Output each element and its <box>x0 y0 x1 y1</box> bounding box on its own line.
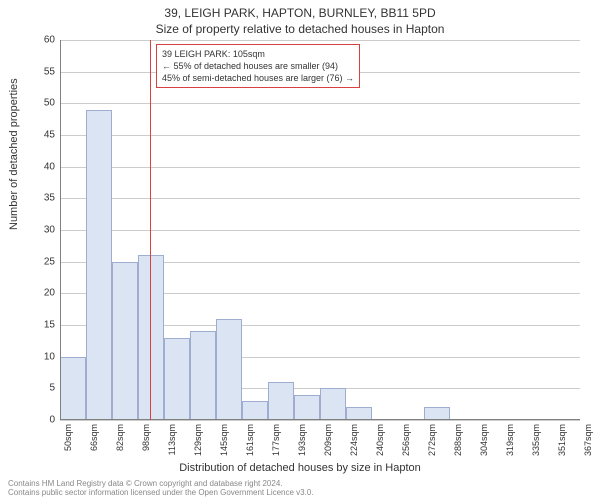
y-tick-label: 5 <box>25 383 55 394</box>
gridline <box>60 198 580 199</box>
annotation-line3: 45% of semi-detached houses are larger (… <box>162 72 354 84</box>
gridline <box>60 40 580 41</box>
gridline <box>60 103 580 104</box>
x-tick-label: 113sqm <box>167 424 177 464</box>
x-tick-label: 98sqm <box>141 424 151 464</box>
footer-attribution: Contains HM Land Registry data © Crown c… <box>8 479 314 498</box>
histogram-bar <box>164 338 190 420</box>
x-axis-label: Distribution of detached houses by size … <box>0 462 600 474</box>
x-tick-label: 224sqm <box>349 424 359 464</box>
y-tick-label: 50 <box>25 98 55 109</box>
gridline <box>60 230 580 231</box>
y-tick-label: 35 <box>25 193 55 204</box>
x-tick-label: 367sqm <box>583 424 593 464</box>
footer-line2: Contains public sector information licen… <box>8 488 314 498</box>
chart-title-line2: Size of property relative to detached ho… <box>0 22 600 36</box>
y-axis-line <box>60 40 61 420</box>
histogram-bar <box>138 255 164 420</box>
x-tick-label: 161sqm <box>245 424 255 464</box>
annotation-line1: 39 LEIGH PARK: 105sqm <box>162 48 354 60</box>
x-tick-label: 319sqm <box>505 424 515 464</box>
x-tick-label: 145sqm <box>219 424 229 464</box>
footer-line1: Contains HM Land Registry data © Crown c… <box>8 479 314 489</box>
histogram-bar <box>294 395 320 420</box>
y-tick-label: 40 <box>25 161 55 172</box>
chart-container: 39, LEIGH PARK, HAPTON, BURNLEY, BB11 5P… <box>0 0 600 500</box>
x-tick-label: 193sqm <box>297 424 307 464</box>
x-tick-label: 256sqm <box>401 424 411 464</box>
y-tick-label: 30 <box>25 225 55 236</box>
x-tick-label: 240sqm <box>375 424 385 464</box>
x-tick-label: 335sqm <box>531 424 541 464</box>
chart-title-line1: 39, LEIGH PARK, HAPTON, BURNLEY, BB11 5P… <box>0 6 600 20</box>
x-axis-line <box>60 419 580 420</box>
histogram-bar <box>86 110 112 420</box>
gridline <box>60 420 580 421</box>
histogram-bar <box>320 388 346 420</box>
y-tick-label: 60 <box>25 35 55 46</box>
histogram-bar <box>268 382 294 420</box>
y-tick-label: 25 <box>25 256 55 267</box>
x-tick-label: 209sqm <box>323 424 333 464</box>
y-axis-label: Number of detached properties <box>8 78 20 230</box>
y-tick-label: 10 <box>25 351 55 362</box>
histogram-bar <box>112 262 138 420</box>
histogram-bar <box>190 331 216 420</box>
x-tick-label: 129sqm <box>193 424 203 464</box>
x-tick-label: 304sqm <box>479 424 489 464</box>
annotation-line2: ← 55% of detached houses are smaller (94… <box>162 60 354 72</box>
y-tick-label: 15 <box>25 320 55 331</box>
x-tick-label: 82sqm <box>115 424 125 464</box>
x-tick-label: 272sqm <box>427 424 437 464</box>
x-tick-label: 66sqm <box>89 424 99 464</box>
histogram-bar <box>60 357 86 420</box>
y-tick-label: 0 <box>25 415 55 426</box>
y-tick-label: 55 <box>25 66 55 77</box>
gridline <box>60 167 580 168</box>
gridline <box>60 135 580 136</box>
x-tick-label: 351sqm <box>557 424 567 464</box>
x-tick-label: 288sqm <box>453 424 463 464</box>
annotation-box: 39 LEIGH PARK: 105sqm ← 55% of detached … <box>156 44 360 88</box>
plot-area: 39 LEIGH PARK: 105sqm ← 55% of detached … <box>60 40 580 420</box>
y-tick-label: 45 <box>25 130 55 141</box>
x-tick-label: 50sqm <box>63 424 73 464</box>
histogram-bar <box>216 319 242 420</box>
histogram-bar <box>242 401 268 420</box>
x-tick-label: 177sqm <box>271 424 281 464</box>
property-marker-line <box>150 40 151 420</box>
y-tick-label: 20 <box>25 288 55 299</box>
